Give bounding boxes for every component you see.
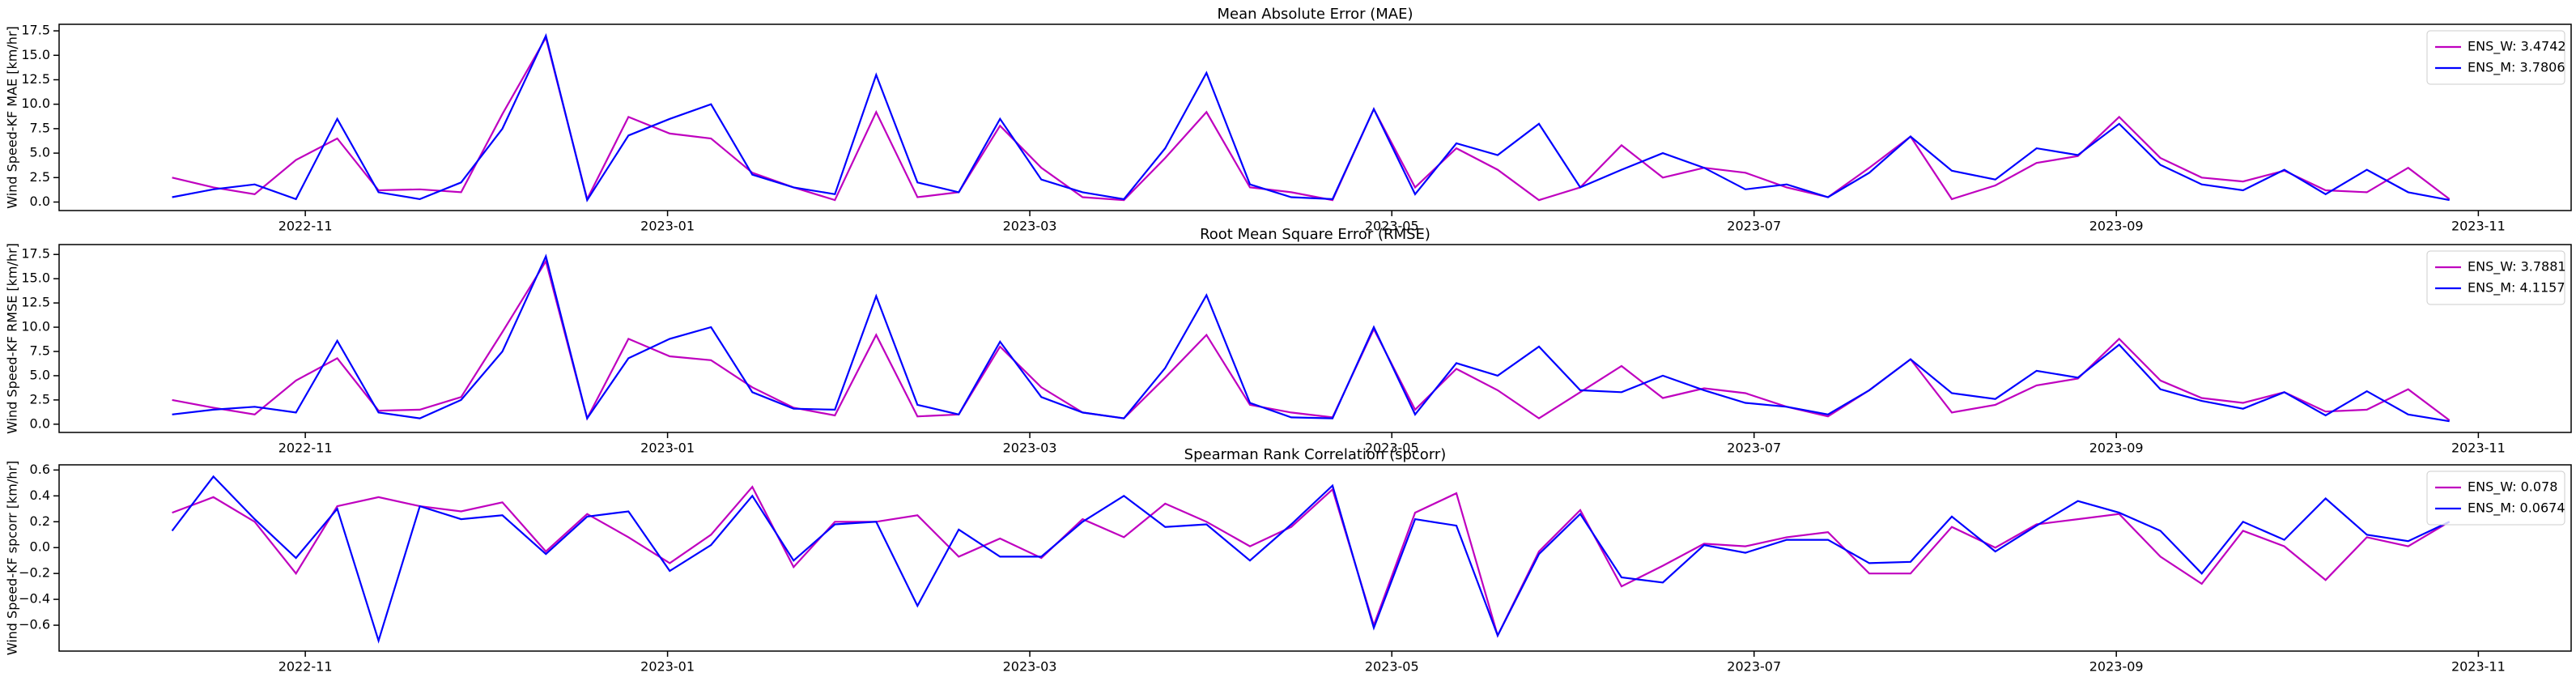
y-tick-label: 15.0 [21,47,50,62]
y-tick-label: 5.0 [30,367,50,382]
y-tick-label: −0.6 [19,617,50,632]
y-tick-label: 10.0 [21,96,50,111]
y-tick-label: 0.6 [30,462,50,477]
y-axis-label: Wind Speed-KF MAE [km/hr] [5,26,20,208]
legend-label: ENS_W: 3.4742 [2468,39,2566,55]
y-tick-label: 15.0 [21,270,50,286]
legend-label: ENS_W: 3.7881 [2468,259,2566,275]
y-tick-label: 10.0 [21,319,50,334]
x-tick-label: 2023-01 [640,441,695,456]
subplot-title: Spearman Rank Correlation (spcorr) [1184,446,1447,463]
series-line [172,32,2450,202]
y-tick-label: 0.0 [30,539,50,555]
y-tick-label: 12.5 [21,295,50,310]
series-line [172,35,2451,202]
legend-label: ENS_M: 4.1157 [2468,280,2565,296]
legend-label: ENS_W: 0.078 [2468,479,2557,496]
y-tick-label: 0.0 [30,415,50,431]
subplot: Mean Absolute Error (MAE) Wind Speed-KF M… [5,6,2572,234]
x-tick-label: 2022-11 [278,219,333,234]
x-tick-label: 2022-11 [278,659,333,675]
subplot-title: Root Mean Square Error (RMSE) [1200,226,1430,243]
x-tick-label: 2023-09 [2089,659,2144,675]
legend-box [2426,470,2565,526]
x-tick-label: 2023-07 [1727,659,1781,675]
y-tick-label: 2.5 [30,391,50,407]
x-tick-label: 2023-09 [2089,441,2144,456]
x-tick-label: 2023-09 [2089,219,2144,234]
x-tick-label: 2023-11 [2451,219,2506,234]
x-tick-label: 2023-05 [1365,659,1419,675]
x-tick-label: 2023-07 [1727,219,1781,234]
x-tick-label: 2023-11 [2451,441,2506,456]
series-line [172,258,2451,421]
legend-box [2426,30,2565,85]
y-tick-label: −0.2 [19,565,50,581]
y-tick-label: 0.2 [30,513,50,529]
subplot: Root Mean Square Error (RMSE) Wind Speed-… [5,226,2572,456]
y-tick-label: 0.0 [30,194,50,209]
x-tick-label: 2023-11 [2451,659,2506,675]
y-tick-label: 17.5 [21,23,50,38]
series-line [172,485,2451,638]
x-tick-label: 2023-01 [640,219,695,234]
y-tick-label: −0.4 [19,591,50,607]
legend: ENS_W: 3.4742 ENS_M: 3.7806 [2426,30,2566,85]
x-tick-label: 2023-07 [1727,441,1781,456]
y-tick-label: 7.5 [30,343,50,358]
series-line [172,253,2450,423]
legend: ENS_W: 3.7881 ENS_M: 4.1157 [2426,250,2566,305]
x-tick-label: 2023-01 [640,659,695,675]
x-tick-label: 2022-11 [278,441,333,456]
legend-label: ENS_M: 0.0674 [2468,500,2565,517]
x-tick-label: 2023-05 [1365,441,1419,456]
x-tick-label: 2023-03 [1003,441,1057,456]
subplot-title: Mean Absolute Error (MAE) [1217,6,1413,23]
subplot: Spearman Rank Correlation (spcorr) Wind S… [5,446,2572,675]
legend-label: ENS_M: 3.7806 [2468,60,2565,76]
legend: ENS_W: 0.078 ENS_M: 0.0674 [2426,470,2565,526]
y-tick-label: 7.5 [30,120,50,135]
y-tick-label: 5.0 [30,145,50,160]
axes-frame [58,244,2572,433]
x-tick-label: 2023-05 [1365,219,1419,234]
axes-frame [58,464,2572,652]
y-axis-label: Wind Speed-KF spcorr [km/hr] [5,461,20,656]
y-tick-label: 17.5 [21,246,50,262]
axes-frame [58,23,2572,211]
legend-box [2426,250,2565,305]
series-line [171,475,2451,644]
x-tick-label: 2023-03 [1003,659,1057,675]
x-tick-label: 2023-03 [1003,219,1057,234]
y-tick-label: 0.4 [30,488,50,503]
y-axis-label: Wind Speed-KF RMSE [km/hr] [5,243,20,434]
y-tick-label: 2.5 [30,169,50,185]
y-tick-label: 12.5 [21,71,50,87]
